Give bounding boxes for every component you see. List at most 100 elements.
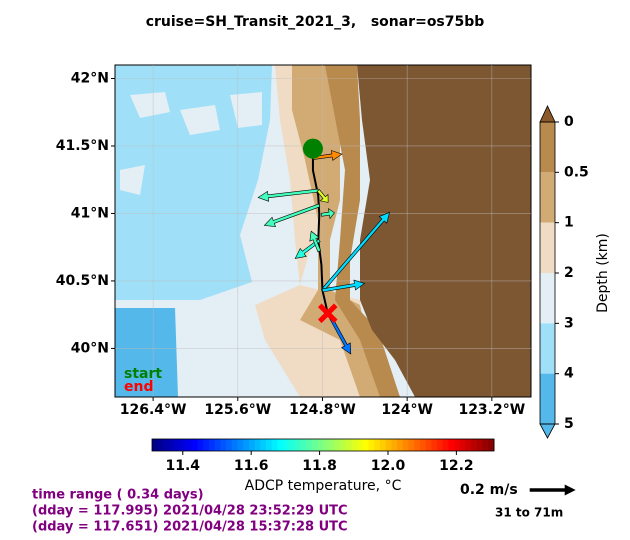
temp-gradient	[397, 439, 404, 451]
temp-gradient	[180, 439, 187, 451]
temp-gradient	[317, 439, 324, 451]
temp-gradient	[254, 439, 261, 451]
temp-gradient	[459, 439, 466, 451]
end-marker	[317, 303, 338, 324]
current-vector	[309, 230, 322, 253]
temp-gradient	[414, 439, 421, 451]
temp-gradient	[391, 439, 398, 451]
title: cruise=SH_Transit_2021_3, sonar=os75bb	[146, 14, 485, 30]
basemap	[114, 64, 532, 398]
land	[357, 65, 531, 397]
y-tick-label: 41.5°N	[56, 138, 109, 154]
temp-gradient	[214, 439, 221, 451]
temp-gradient	[209, 439, 216, 451]
graticule	[115, 65, 531, 397]
temp-gradient	[174, 439, 181, 451]
colorbar-extend	[539, 105, 556, 123]
temp-gradient	[260, 439, 267, 451]
temp-tick-label: 11.4	[166, 458, 201, 474]
x-tick-label: 125.6°W	[204, 402, 271, 418]
temp-gradient	[345, 439, 352, 451]
depth-tick-label: 4	[564, 366, 574, 382]
x-tick-label: 124.8°W	[289, 402, 356, 418]
temp-gradient	[368, 439, 375, 451]
current-vector	[316, 189, 329, 203]
temp-gradient	[465, 439, 472, 451]
temp-gradient	[442, 439, 449, 451]
temp-gradient	[402, 439, 409, 451]
depth-range: 31 to 71m	[495, 506, 563, 520]
temp-gradient	[482, 439, 489, 451]
temp-gradient	[305, 439, 313, 451]
depth-tick-label: 3	[564, 315, 574, 331]
temp-gradient	[385, 439, 392, 451]
temp-gradient	[340, 439, 347, 451]
shoal	[180, 105, 220, 135]
temp-gradient	[311, 439, 318, 451]
temp-gradient	[294, 439, 301, 451]
temp-gradient	[437, 439, 444, 451]
temp-tick-label: 12.0	[371, 458, 406, 474]
temp-gradient	[231, 439, 238, 451]
depth-tick-label: 0.5	[564, 164, 589, 180]
temp-gradient	[243, 439, 250, 451]
temp-gradient	[408, 439, 415, 451]
temp-gradient	[488, 439, 495, 451]
temp-gradient	[471, 439, 478, 451]
depth-tick-label: 0	[564, 114, 574, 130]
temp-gradient	[334, 439, 341, 451]
x-tick-label: 126.4°W	[120, 402, 187, 418]
temp-gradient	[197, 439, 204, 451]
depth-level	[540, 373, 555, 424]
inner-shelf	[325, 65, 400, 397]
temp-gradient	[283, 439, 290, 451]
temp-tick-label: 11.8	[302, 458, 337, 474]
y-tick-label: 40.5°N	[56, 273, 109, 289]
temp-gradient	[152, 439, 159, 451]
temp-gradient	[288, 439, 295, 451]
temp-gradient	[351, 439, 358, 451]
temp-gradient	[362, 439, 370, 451]
temp-gradient	[454, 439, 461, 451]
temp-tick-label: 11.6	[234, 458, 269, 474]
map-frame	[114, 64, 532, 398]
temp-gradient	[186, 439, 193, 451]
current-vector	[320, 211, 390, 292]
shoal	[120, 165, 145, 195]
temp-gradient	[328, 439, 335, 451]
shoal	[130, 92, 170, 118]
temp-gradient	[374, 439, 381, 451]
temp-gradient	[191, 439, 199, 451]
depth-level	[540, 222, 555, 273]
deep-water	[115, 65, 272, 300]
temp-gradient	[425, 439, 432, 451]
temp-gradient	[448, 439, 455, 451]
current-vector	[320, 208, 335, 220]
x-tick-label: 123.2°W	[458, 402, 525, 418]
start-marker	[302, 138, 323, 159]
depth-level	[540, 323, 555, 374]
start-label: start	[124, 366, 162, 382]
temp-gradient	[476, 439, 484, 451]
time-end: (dday = 117.995) 2021/04/28 23:52:29 UTC	[32, 504, 348, 519]
map-marks	[257, 138, 390, 355]
depth-level	[540, 122, 555, 173]
abyss	[115, 308, 178, 397]
temp-gradient	[169, 439, 176, 451]
current-vector	[263, 203, 321, 228]
end-label: end	[124, 379, 153, 395]
temp-gradient	[271, 439, 278, 451]
temp-gradient	[277, 439, 284, 451]
current-vector	[321, 279, 366, 293]
depth-tick-label: 1	[564, 215, 574, 231]
scale-label: 0.2 m/s	[460, 482, 518, 498]
depth-level	[540, 172, 555, 223]
temp-colorbar-label: ADCP temperature, °C	[245, 478, 402, 494]
temp-gradient	[300, 439, 307, 451]
y-tick-label: 41°N	[71, 205, 109, 221]
depth-colorbar-label: Depth (km)	[595, 233, 611, 313]
temp-gradient	[226, 439, 233, 451]
temp-gradient	[357, 439, 364, 451]
colorbar-frame	[151, 438, 495, 452]
